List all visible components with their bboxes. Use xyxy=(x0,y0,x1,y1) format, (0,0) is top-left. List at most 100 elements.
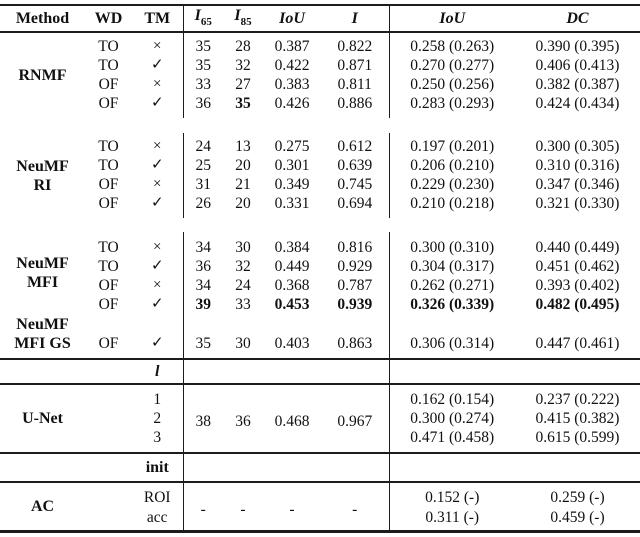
table-cell: 27 xyxy=(235,76,251,94)
table-cell: 0.816 xyxy=(337,239,373,257)
table-cell: - xyxy=(289,500,295,518)
table-cell: 0.300 (0.310) xyxy=(388,232,515,258)
horizontal-rule xyxy=(0,31,640,34)
table-cell: 35 xyxy=(182,314,223,359)
table-cell: 0.615 (0.599) xyxy=(535,429,620,447)
column-header-iou-paren: IoU xyxy=(388,6,515,32)
table-cell: 0.424 (0.434) xyxy=(535,95,620,113)
table-cell: 30 xyxy=(235,335,251,353)
method-label-rnmf: RNMF xyxy=(18,67,67,85)
table-cell: × xyxy=(153,38,162,55)
table-cell: 35 xyxy=(182,56,223,76)
table-cell: 0.152 (-) xyxy=(388,483,515,508)
table-cell: 0.822 xyxy=(337,38,373,56)
table-row: 2 0.300 (0.274) 0.415 (0.382) xyxy=(0,409,640,429)
table-cell: 0.206 (0.210) xyxy=(388,156,515,176)
i85-subscript: 85 xyxy=(240,16,252,29)
table-cell: 0.459 (-) xyxy=(550,508,605,526)
column-header-iou: IoU xyxy=(279,10,305,28)
horizontal-rule xyxy=(0,358,640,361)
table-cell: - xyxy=(352,500,358,518)
column-header-wd: WD xyxy=(94,10,123,28)
table-row: acc 0.311 (-) 0.459 (-) xyxy=(0,507,640,531)
table-cell: 21 xyxy=(235,176,251,194)
table-row: NeuMF MFI GS OF ✓ 35 30 0.403 0.863 0.30… xyxy=(0,314,640,359)
table-cell: TO xyxy=(98,258,119,276)
table-row: OF ✓ 26 20 0.331 0.694 0.210 (0.218) 0.3… xyxy=(0,194,640,219)
column-header-i65: I65 xyxy=(182,6,223,32)
i85-base: I xyxy=(234,7,241,24)
table-cell: 0.326 (0.339) xyxy=(388,295,515,315)
empty-cell xyxy=(182,360,389,384)
table-cell: 0.639 xyxy=(337,157,373,175)
table-cell: 13 xyxy=(235,138,251,156)
table-cell: × xyxy=(153,176,162,193)
table-cell: 0.162 (0.154) xyxy=(388,385,515,410)
table-cell: TO xyxy=(98,38,119,56)
column-header-method: Method xyxy=(15,10,70,28)
table-cell: 26 xyxy=(182,194,223,219)
table-row: U-Net 1 38 36 0.468 0.967 0.162 (0.154) … xyxy=(0,385,640,453)
subheader-init: init xyxy=(145,459,169,477)
section-gap xyxy=(0,218,640,232)
table-cell: 0.471 (0.458) xyxy=(388,428,515,453)
table-cell: OF xyxy=(98,195,119,213)
table-cell: ROI xyxy=(143,489,171,507)
table-cell: × xyxy=(153,138,162,155)
table-cell: 0.415 (0.382) xyxy=(535,410,620,428)
empty-cell xyxy=(85,483,132,507)
column-header-dc: DC xyxy=(566,10,589,28)
table-cell: 24 xyxy=(182,133,223,157)
table-cell: 28 xyxy=(235,38,251,56)
table-cell: 0.321 (0.330) xyxy=(535,195,620,213)
table-cell: acc xyxy=(146,508,168,526)
method-label-line: NeuMF xyxy=(16,316,69,334)
table-cell: 35 xyxy=(235,95,251,113)
method-label-line: MFI xyxy=(26,274,59,292)
method-label-neumf-mfi-gs: NeuMF MFI GS xyxy=(0,314,85,358)
table-cell: 20 xyxy=(235,157,251,175)
table-cell: 30 xyxy=(235,239,251,257)
table-cell: TO xyxy=(98,157,119,175)
table-cell: 0.258 (0.263) xyxy=(388,33,515,57)
table-cell: 0.368 xyxy=(274,277,310,295)
table-cell: ✓ xyxy=(150,95,164,112)
table-row: OF × 33 27 0.383 0.811 0.250 (0.256) 0.3… xyxy=(0,75,640,95)
table-cell: 0.275 xyxy=(274,138,310,156)
table-row: OF × 31 21 0.349 0.745 0.229 (0.230) 0.3… xyxy=(0,175,640,195)
empty-cell xyxy=(388,454,640,482)
table-cell: - xyxy=(240,500,246,518)
table-cell: 0.300 (0.274) xyxy=(388,409,515,429)
table-cell: 0.383 xyxy=(274,76,310,94)
table-cell: 34 xyxy=(182,276,223,296)
table-cell: 0.304 (0.317) xyxy=(388,257,515,277)
table-cell: 0.387 xyxy=(274,38,310,56)
empty-cell xyxy=(85,385,132,409)
table-cell: 0.197 (0.201) xyxy=(388,133,515,157)
table-cell: OF xyxy=(98,76,119,94)
table-cell: ✓ xyxy=(150,157,164,174)
table-cell: ✓ xyxy=(150,195,164,212)
table-row: RNMF TO × 35 28 0.387 0.822 0.258 (0.263… xyxy=(0,33,640,84)
table-row: TO ✓ 36 32 0.449 0.929 0.304 (0.317) 0.4… xyxy=(0,257,640,277)
table-cell: × xyxy=(153,239,162,256)
table-cell: TO xyxy=(98,57,119,75)
table-row: AC ROI - - - - 0.152 (-) 0.259 (-) xyxy=(0,483,640,531)
table-cell: 0.612 xyxy=(337,138,373,156)
horizontal-rule xyxy=(0,4,640,6)
horizontal-rule-bottom xyxy=(0,530,640,534)
table-cell: 0.250 (0.256) xyxy=(388,75,515,95)
subheader-row-init: init xyxy=(0,454,640,482)
table-cell: 0.262 (0.271) xyxy=(388,276,515,296)
table-cell: 1 xyxy=(153,391,162,409)
horizontal-rule xyxy=(0,452,640,455)
table-cell: 0.210 (0.218) xyxy=(388,194,515,219)
table-cell: OF xyxy=(98,335,119,353)
table-cell: 0.449 xyxy=(274,258,310,276)
table-cell: 0.787 xyxy=(337,277,373,295)
method-label-unet: U-Net xyxy=(22,410,63,428)
table-cell: 32 xyxy=(235,258,251,276)
table-cell: 0.745 xyxy=(337,176,373,194)
table-cell: 0.300 (0.305) xyxy=(535,138,620,156)
table-cell: 0.939 xyxy=(337,296,373,314)
